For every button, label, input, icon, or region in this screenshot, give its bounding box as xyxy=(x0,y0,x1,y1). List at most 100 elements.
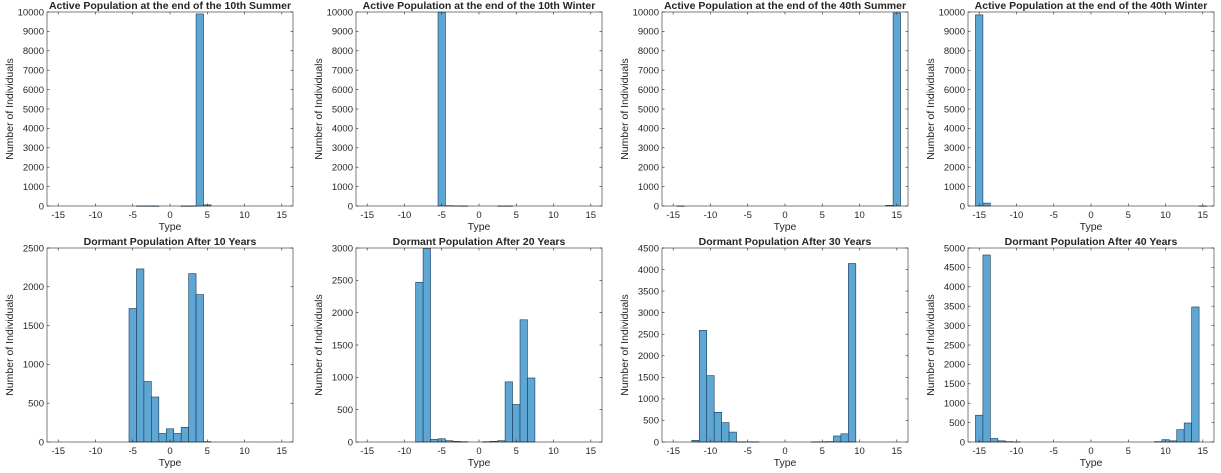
x-tick-label: 0 xyxy=(476,210,481,221)
y-tick-label: 7000 xyxy=(332,66,353,77)
y-tick-label: 1000 xyxy=(638,394,659,405)
histogram-bar xyxy=(504,381,513,443)
y-axis-label: Number of Individuals xyxy=(619,58,631,160)
histogram-bar xyxy=(519,319,528,443)
y-tick-label: 1000 xyxy=(944,182,965,193)
chart-title: Active Population at the end of the 40th… xyxy=(664,0,906,12)
histogram-bar xyxy=(195,294,204,443)
x-tick-label: 0 xyxy=(476,446,481,457)
x-axis-label: Type xyxy=(774,457,797,469)
x-tick-label: 10 xyxy=(854,446,865,457)
histogram-bar xyxy=(415,281,424,443)
histogram-bar xyxy=(188,273,197,443)
histogram-bar xyxy=(982,202,991,207)
x-axis-label: Type xyxy=(468,221,491,233)
y-tick-label: 3000 xyxy=(638,143,659,154)
chart-panel: -15 -10 -5 0 5 10 15 0 1000 2000 3000 4000 5000 6000 7… xyxy=(4,0,294,233)
x-tick-label: -15 xyxy=(666,446,680,457)
y-tick-label: 3000 xyxy=(944,143,965,154)
histogram-bar xyxy=(990,438,999,443)
x-tick-label: 10 xyxy=(239,210,250,221)
histogram-bar xyxy=(136,268,145,443)
y-tick-label: 0 xyxy=(39,437,44,448)
y-tick-label: 4500 xyxy=(944,263,965,274)
x-tick-label: -15 xyxy=(972,210,986,221)
histogram-bar xyxy=(706,375,715,443)
histogram-bar xyxy=(437,11,446,207)
chart-title: Active Population at the end of the 10th… xyxy=(49,0,291,12)
y-tick-label: 2000 xyxy=(944,163,965,174)
x-tick-label: -5 xyxy=(438,210,446,221)
y-tick-label: 1000 xyxy=(944,399,965,410)
x-tick-label: -5 xyxy=(744,210,752,221)
y-tick-label: 3000 xyxy=(332,143,353,154)
x-tick-label: 5 xyxy=(205,210,210,221)
chart-panel: -15 -10 -5 0 5 10 15 0 1000 2000 3000 4000 5000 6000 7… xyxy=(619,0,909,233)
x-tick-label: -10 xyxy=(704,446,718,457)
histogram-bar xyxy=(151,396,160,443)
chart-panel: -15 -10 -5 0 5 10 15 0 1000 2000 3000 4000 5000 6000 7… xyxy=(313,0,603,233)
y-tick-label: 4000 xyxy=(638,124,659,135)
y-tick-label: 3500 xyxy=(638,286,659,297)
y-tick-label: 7000 xyxy=(944,66,965,77)
histogram-bar xyxy=(892,12,901,207)
x-tick-label: -10 xyxy=(1010,210,1024,221)
x-tick-label: -5 xyxy=(129,446,137,457)
x-tick-label: 15 xyxy=(1198,446,1209,457)
x-tick-label: 5 xyxy=(1126,210,1131,221)
y-tick-label: 2000 xyxy=(332,308,353,319)
x-tick-label: 0 xyxy=(782,210,787,221)
y-tick-label: 4000 xyxy=(944,124,965,135)
y-tick-label: 4000 xyxy=(23,124,44,135)
y-tick-label: 6000 xyxy=(944,85,965,96)
y-tick-label: 3000 xyxy=(23,143,44,154)
x-tick-label: 10 xyxy=(854,210,865,221)
x-tick-label: 5 xyxy=(820,446,825,457)
histogram-bar xyxy=(143,381,152,443)
y-tick-label: 9000 xyxy=(332,27,353,38)
histogram-bar xyxy=(1183,422,1192,443)
x-axis-label: Type xyxy=(159,221,182,233)
histogram-bar xyxy=(713,411,722,443)
y-tick-label: 1500 xyxy=(638,373,659,384)
y-axis-label: Number of Individuals xyxy=(925,58,937,160)
x-tick-label: 0 xyxy=(1088,210,1093,221)
y-tick-label: 9000 xyxy=(944,27,965,38)
x-tick-label: -10 xyxy=(1010,446,1024,457)
y-tick-label: 2000 xyxy=(23,163,44,174)
y-tick-label: 4000 xyxy=(332,124,353,135)
histogram-bar xyxy=(173,433,182,443)
y-tick-label: 3500 xyxy=(944,302,965,313)
y-tick-label: 0 xyxy=(960,437,965,448)
histogram-bar xyxy=(422,248,431,443)
y-tick-label: 1000 xyxy=(332,182,353,193)
x-tick-label: 0 xyxy=(167,210,172,221)
x-tick-label: 15 xyxy=(277,210,288,221)
x-axis-label: Type xyxy=(159,457,182,469)
x-tick-label: -15 xyxy=(360,210,374,221)
x-tick-label: -15 xyxy=(51,446,65,457)
y-axis-label: Number of Individuals xyxy=(4,58,16,160)
chart-panel: -15 -10 -5 0 5 10 15 0 500 1000 1500 2000 2500 Dorman… xyxy=(4,236,294,469)
y-tick-label: 1000 xyxy=(23,360,44,371)
x-tick-label: -5 xyxy=(129,210,137,221)
x-tick-label: -5 xyxy=(1050,210,1058,221)
x-tick-label: -5 xyxy=(438,446,446,457)
x-tick-label: 0 xyxy=(782,446,787,457)
x-tick-label: 15 xyxy=(586,446,597,457)
x-tick-label: -5 xyxy=(1050,446,1058,457)
histogram-bar xyxy=(180,426,189,443)
y-tick-label: 500 xyxy=(337,405,353,416)
y-tick-label: 0 xyxy=(348,437,353,448)
chart-panel: -15 -10 -5 0 5 10 15 0 1000 2000 3000 4000 5000 6000 7… xyxy=(925,0,1215,233)
y-tick-label: 9000 xyxy=(638,27,659,38)
y-tick-label: 3000 xyxy=(332,243,353,254)
x-tick-label: -5 xyxy=(744,446,752,457)
y-tick-label: 6000 xyxy=(638,85,659,96)
y-tick-label: 5000 xyxy=(332,104,353,115)
y-tick-label: 8000 xyxy=(944,46,965,57)
chart-title: Dormant Population After 10 Years xyxy=(84,236,257,248)
x-tick-label: -10 xyxy=(704,210,718,221)
histogram-bar xyxy=(728,431,737,443)
